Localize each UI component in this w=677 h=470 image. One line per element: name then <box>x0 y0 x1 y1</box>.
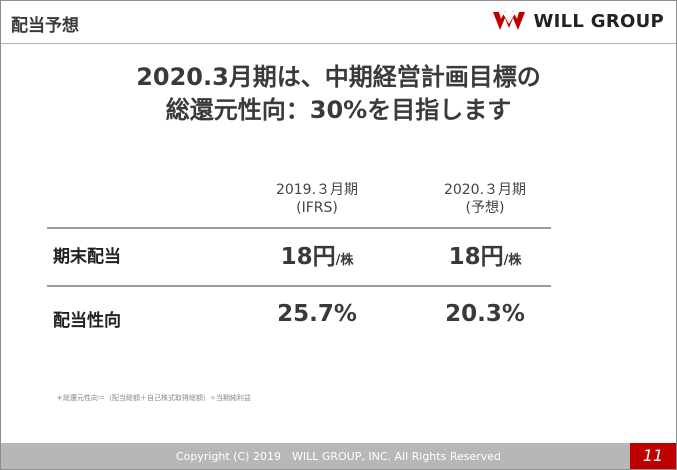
dividend-2020-value: 18円 <box>448 244 504 270</box>
dividend-2020-cell: 18円/株 <box>410 237 560 271</box>
table-divider <box>47 285 551 287</box>
headline-line-1: 2020.3月期は、中期経営計画目標の <box>136 63 541 91</box>
row-label-payout-ratio: 配当性向 <box>53 311 121 331</box>
company-logo: WILL GROUP <box>491 9 664 33</box>
payout-2019-value: 25.7% <box>277 301 357 327</box>
column-header-2020: 2020.３月期 (予想) <box>410 181 560 217</box>
payout-2020-cell: 20.3% <box>410 301 560 327</box>
headline: 2020.3月期は、中期経営計画目標の 総還元性向：30%を目指します <box>1 61 676 127</box>
payout-2020-value: 20.3% <box>445 301 525 327</box>
logo-wordmark: WILL GROUP <box>533 10 664 32</box>
column-header-2019: 2019.３月期 (IFRS) <box>242 181 392 217</box>
column-header-period: 2020.３月期 <box>443 182 527 198</box>
footnote: ＊総還元性向＝（配当総額＋自己株式取得総額）÷当期純利益 <box>56 394 251 402</box>
payout-2019-cell: 25.7% <box>242 301 392 327</box>
footer-bar: Copyright (C) 2019 WILL GROUP, INC. All … <box>1 443 676 469</box>
column-header-note: (予想) <box>465 200 505 216</box>
copyright-text: Copyright (C) 2019 WILL GROUP, INC. All … <box>175 450 502 463</box>
dividend-2019-cell: 18円/株 <box>242 237 392 271</box>
will-group-logo-icon <box>493 11 526 30</box>
column-header-note: (IFRS) <box>296 200 338 216</box>
header-divider <box>1 43 676 44</box>
page-title: 配当予想 <box>11 16 79 36</box>
dividend-unit: /株 <box>335 253 354 268</box>
dividend-2019-value: 18円 <box>280 244 336 270</box>
table-divider <box>47 227 551 229</box>
column-header-period: 2019.３月期 <box>275 182 359 198</box>
dividend-unit: /株 <box>503 253 522 268</box>
headline-line-2: 総還元性向：30%を目指します <box>165 96 512 124</box>
row-label-dividend: 期末配当 <box>53 247 121 267</box>
page-number: 11 <box>630 443 676 469</box>
